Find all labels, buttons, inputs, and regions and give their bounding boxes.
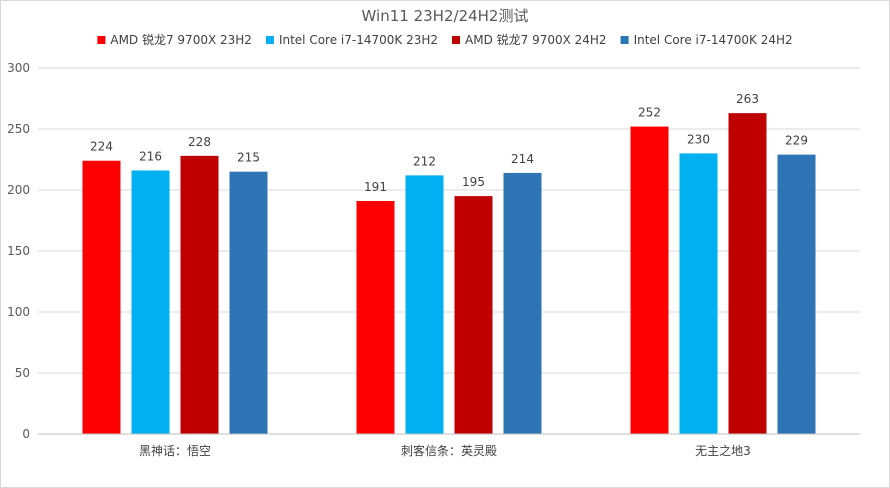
y-tick-label: 200: [7, 183, 30, 197]
bar: [777, 154, 816, 434]
bar: [454, 196, 493, 434]
legend-item: Intel Core i7-14700K 24H2: [620, 33, 793, 47]
x-tick-label: 刺客信条：英灵殿: [401, 443, 497, 458]
legend-label: Intel Core i7-14700K 23H2: [279, 33, 438, 47]
x-tick-label: 黑神话：悟空: [139, 443, 211, 458]
bar: [356, 200, 395, 434]
bar: [229, 171, 268, 434]
data-label: 229: [785, 134, 808, 148]
legend-item: AMD 锐龙7 9700X 24H2: [452, 33, 607, 47]
legend-item: AMD 锐龙7 9700X 23H2: [97, 33, 252, 47]
y-tick-label: 150: [7, 244, 30, 258]
data-labels: 224 216 228 215 191 212 195 214 252 230 263 229: [90, 92, 808, 194]
y-tick-label: 100: [7, 305, 30, 319]
data-label: 224: [90, 140, 113, 154]
legend-swatch: [97, 36, 106, 44]
y-tick-label: 0: [22, 427, 30, 441]
data-label: 216: [139, 149, 162, 163]
legend-swatch: [265, 36, 274, 44]
y-tick-label: 300: [7, 61, 30, 75]
data-label: 252: [638, 106, 661, 120]
y-tick-label: 50: [15, 366, 30, 380]
legend: AMD 锐龙7 9700X 23H2 Intel Core i7-14700K 2…: [97, 33, 793, 47]
data-label: 191: [364, 180, 387, 194]
data-label: 263: [736, 92, 759, 106]
y-tick-label: 250: [7, 122, 30, 136]
legend-item: Intel Core i7-14700K 23H2: [265, 33, 438, 47]
bars: [82, 113, 816, 435]
legend-label: AMD 锐龙7 9700X 24H2: [465, 33, 607, 47]
legend-label: AMD 锐龙7 9700X 23H2: [110, 33, 252, 47]
bar: [679, 153, 718, 434]
bar: [131, 170, 170, 435]
legend-swatch: [452, 36, 460, 44]
bar: [630, 126, 669, 434]
bar: [405, 175, 444, 435]
legend-label: Intel Core i7-14700K 24H2: [634, 33, 793, 47]
legend-swatch: [620, 36, 629, 44]
gridlines: [38, 67, 860, 374]
data-label: 212: [413, 154, 436, 168]
bar: [728, 113, 767, 434]
bar: [82, 160, 121, 434]
chart-title: Win11 23H2/24H2测试: [362, 7, 529, 25]
data-label: 215: [237, 151, 260, 165]
bar: [503, 172, 542, 435]
x-axis: 黑神话：悟空 刺客信条：英灵殿 无主之地3: [38, 433, 860, 458]
x-tick-label: 无主之地3: [695, 444, 751, 458]
data-label: 230: [687, 132, 710, 146]
y-axis: 0 50 100 150 200 250 300: [7, 61, 30, 441]
data-label: 228: [188, 135, 211, 149]
data-label: 214: [511, 152, 534, 166]
data-label: 195: [462, 175, 485, 189]
bar: [180, 155, 219, 434]
